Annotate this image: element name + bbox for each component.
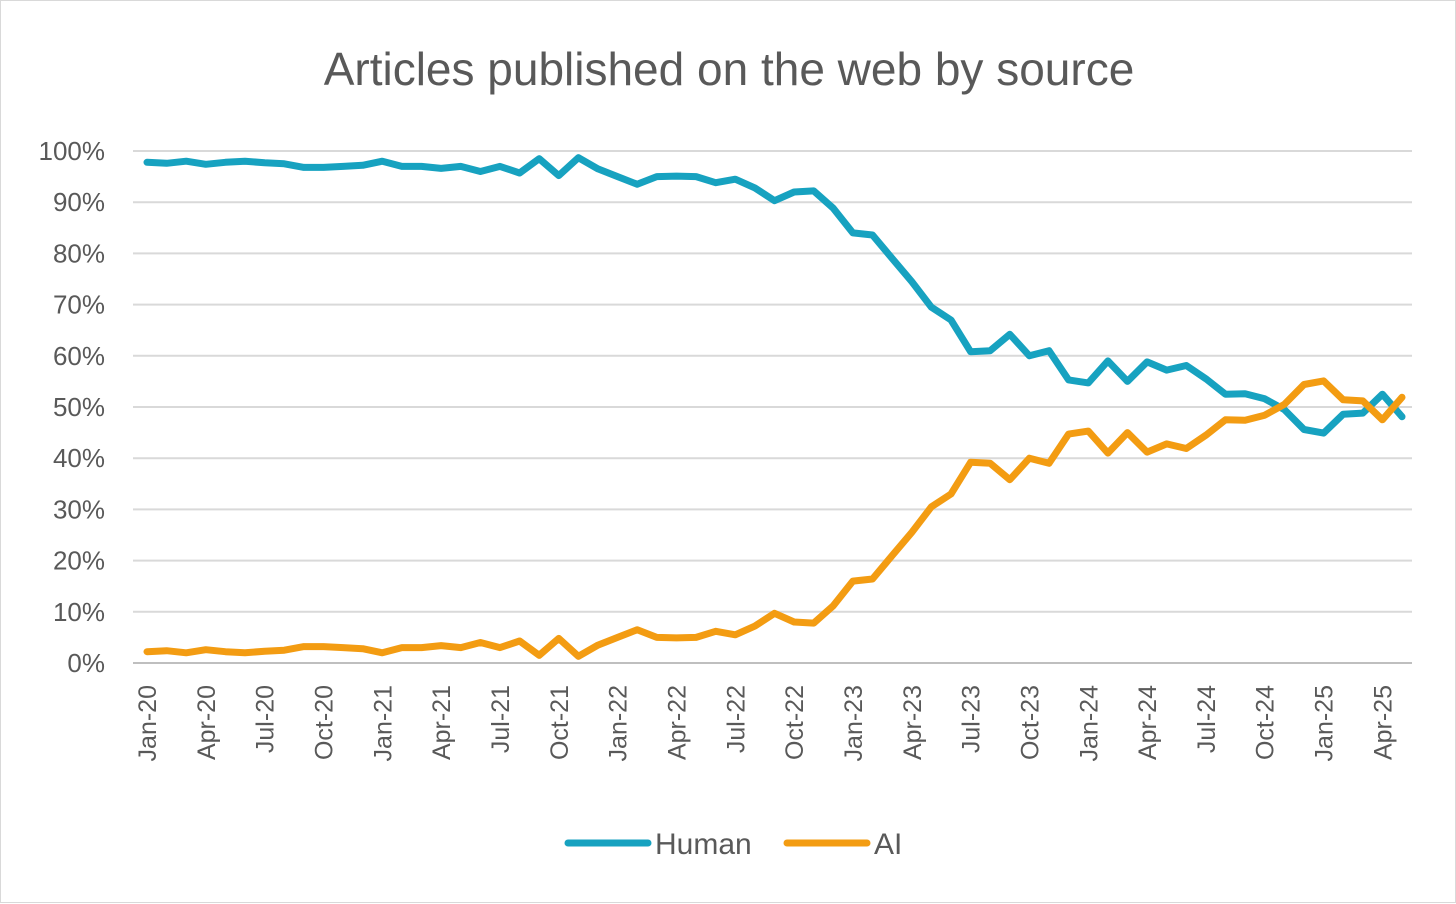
x-tick-label: Oct-20 [310,685,338,760]
x-tick-label: Apr-24 [1134,685,1162,760]
y-tick-label: 60% [53,341,105,371]
y-tick-label: 0% [67,648,105,678]
x-tick-label: Jul-23 [958,685,986,753]
x-tick-label: Jan-22 [605,685,633,761]
legend-label-ai: AI [874,828,902,861]
series-line-human [143,154,1406,437]
x-tick-label: Jan-23 [840,685,868,761]
y-tick-label: 30% [53,494,105,524]
y-tick-label: 10% [53,597,105,627]
y-tick-label: 50% [53,392,105,422]
series-line-ai [143,377,1406,660]
x-tick-label: Jan-20 [134,685,162,761]
x-tick-label: Jan-21 [369,685,397,761]
x-tick-label: Apr-21 [428,685,456,760]
legend-label-human: Human [655,828,752,861]
x-tick-label: Apr-22 [663,685,691,760]
y-tick-label: 100% [39,136,106,166]
y-tick-label: 80% [53,238,105,268]
x-tick-label: Jan-24 [1075,685,1103,762]
x-tick-label: Apr-25 [1369,685,1397,760]
x-tick-label: Jul-20 [252,685,280,753]
x-tick-label: Jul-21 [487,685,515,753]
y-axis-ticks: 0% 10% 20% 30% 40% 50% 60% 70% 80% 90% 100% [39,136,106,678]
x-tick-label: Oct-23 [1016,685,1044,760]
x-tick-label: Jan-25 [1311,685,1339,761]
x-tick-label: Oct-22 [781,685,809,760]
x-tick-label: Apr-20 [193,685,221,760]
x-axis-ticks: Jan-20 Apr-20 Jul-20 Oct-20 Jan-21 Apr-21 Jul-… [134,685,1397,762]
x-tick-label: Jul-22 [722,685,750,753]
legend: Human AI [564,828,902,861]
x-tick-label: Oct-24 [1252,685,1280,760]
y-tick-label: 70% [53,290,105,320]
x-tick-label: Jul-24 [1193,685,1221,753]
series-lines [143,154,1406,660]
x-tick-label: Apr-23 [899,685,927,760]
y-tick-label: 40% [53,443,105,473]
x-tick-label: Oct-21 [546,685,574,760]
gridlines [133,150,1412,664]
y-tick-label: 90% [53,187,105,217]
y-tick-label: 20% [53,546,105,576]
chart-title: Articles published on the web by source [324,43,1135,95]
